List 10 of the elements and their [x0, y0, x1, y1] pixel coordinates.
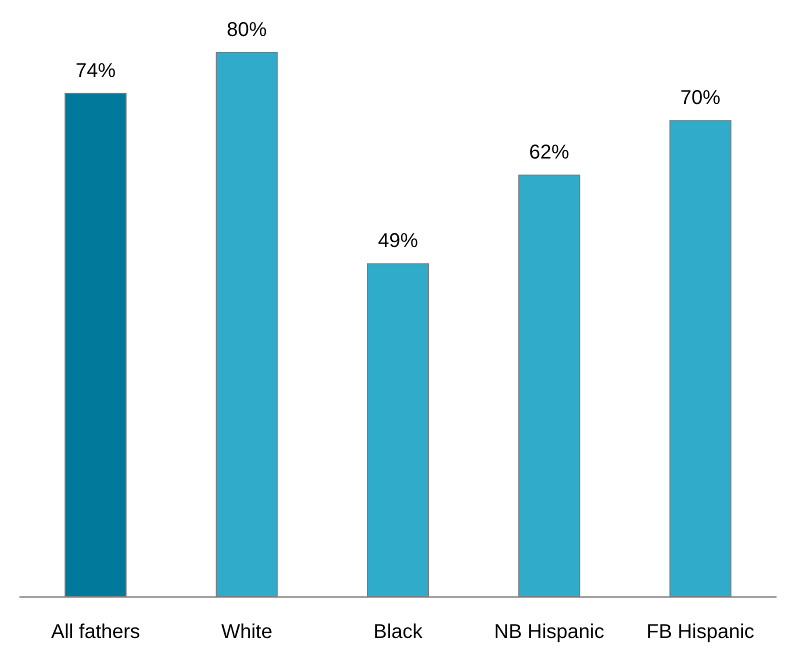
- x-tick-label: FB Hispanic: [646, 621, 754, 643]
- data-label: 70%: [680, 87, 721, 110]
- data-label: 80%: [226, 19, 268, 41]
- x-tick-label: NB Hispanic: [494, 621, 604, 643]
- data-label: 49%: [378, 230, 418, 252]
- x-tick-label: All fathers: [51, 621, 140, 643]
- x-tick-label: White: [221, 621, 272, 643]
- x-tick-label: Black: [374, 621, 424, 643]
- data-label: 74%: [76, 60, 116, 82]
- data-label: 62%: [529, 142, 570, 164]
